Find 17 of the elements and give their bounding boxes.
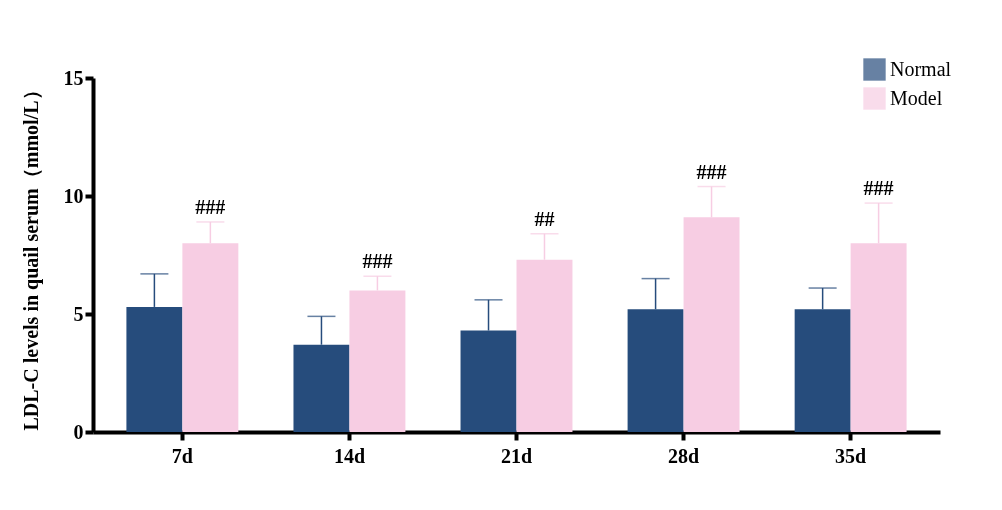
annotation: ###: [362, 250, 393, 273]
y-tick-label: 5: [73, 302, 84, 325]
legend-label: Model: [890, 86, 943, 109]
annotation: ###: [696, 160, 727, 183]
y-tick-label: 10: [63, 184, 84, 207]
annotation: ###: [863, 177, 894, 200]
annotation: ##: [534, 207, 555, 230]
legend-label: Normal: [890, 57, 952, 80]
y-tick-label: 15: [63, 66, 84, 89]
x-tick-label: 35d: [835, 444, 867, 467]
x-tick-label: 21d: [500, 444, 533, 467]
y-axis-title: LDL-C levels in quail serum（mmol/L）: [19, 80, 43, 431]
y-tick-label: 0: [73, 420, 84, 443]
annotation: ###: [195, 195, 226, 218]
x-tick-label: 14d: [333, 444, 365, 467]
x-tick-label: 7d: [171, 444, 193, 467]
x-tick-label: 28d: [668, 444, 700, 467]
